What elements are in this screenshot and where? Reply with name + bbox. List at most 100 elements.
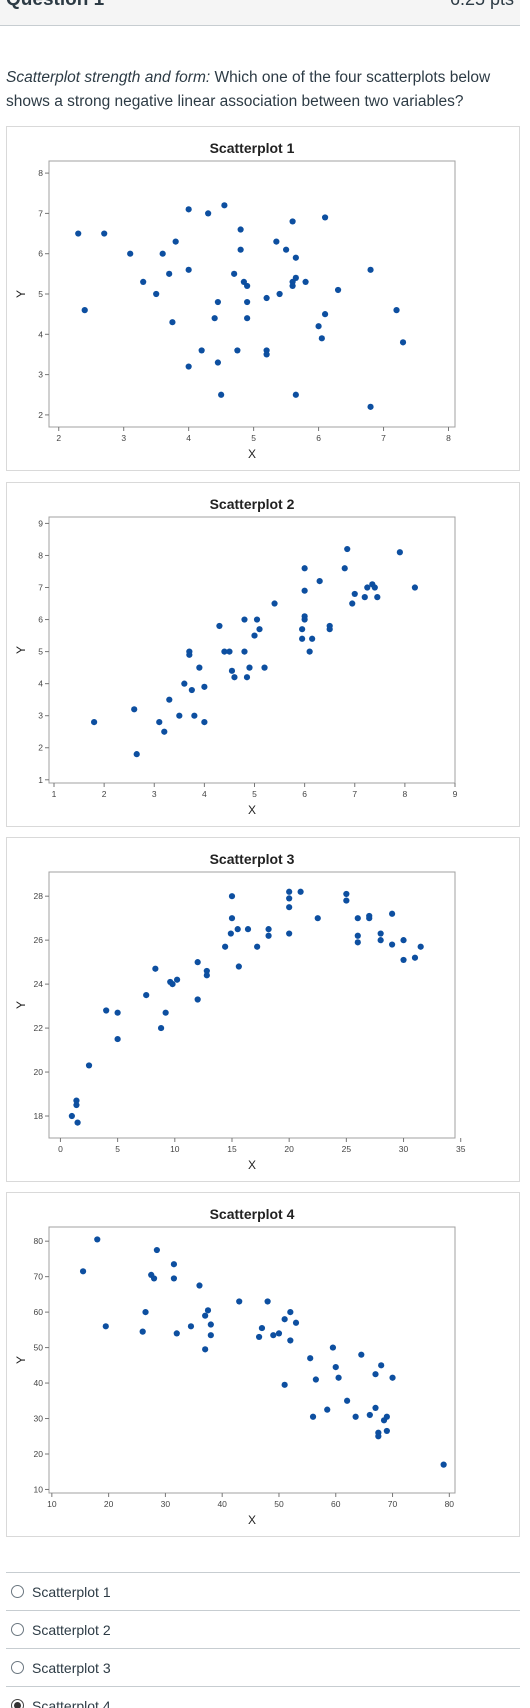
data-point [309, 1413, 317, 1420]
y-tick-label: 4 [38, 329, 43, 339]
data-point [263, 294, 270, 302]
answer-label-4: Scatterplot 4 [32, 1697, 111, 1708]
data-point [216, 622, 223, 630]
data-point [388, 941, 396, 948]
y-tick-label: 50 [34, 1343, 44, 1353]
data-point [228, 667, 236, 674]
data-point [214, 298, 221, 306]
data-point [169, 319, 176, 326]
data-point [152, 965, 159, 972]
scatterplot-4-chart: Scatterplot 4 10 20 30 40 50 60 70 80 10 20 30 40 50 6… [14, 1206, 456, 1527]
data-point [221, 648, 228, 655]
data-point [228, 915, 236, 922]
data-point [234, 926, 241, 933]
data-point [198, 347, 205, 354]
data-point [289, 282, 296, 290]
data-point [324, 1406, 331, 1413]
data-point [196, 1282, 203, 1289]
data-point [234, 347, 241, 354]
scatterplot-4-title: Scatterplot 4 [210, 1206, 295, 1222]
y-tick-label: 70 [34, 1272, 44, 1282]
data-point [150, 1275, 158, 1282]
data-point [287, 1309, 294, 1316]
data-point [166, 696, 173, 703]
data-point [301, 587, 308, 594]
answer-radio-1[interactable] [11, 1585, 24, 1598]
data-point [244, 282, 251, 290]
scatterplot-1-xlabel: X [248, 447, 256, 461]
data-point [170, 1275, 178, 1282]
answer-radio-4[interactable] [11, 1699, 24, 1708]
data-point [286, 895, 293, 902]
y-tick-label: 7 [38, 208, 43, 218]
scatterplot-4-box: Scatterplot 4 10 20 30 40 50 60 70 80 10 20 30 40 50 6… [6, 1192, 520, 1537]
y-tick-label: 26 [34, 935, 44, 945]
data-point [287, 1337, 294, 1344]
scatterplot-2-xlabel: X [248, 803, 256, 817]
data-point [297, 888, 304, 895]
answer-option-2[interactable]: Scatterplot 2 [6, 1610, 520, 1648]
answer-option-3[interactable]: Scatterplot 3 [6, 1648, 520, 1686]
data-point [207, 1321, 214, 1328]
scatterplot-1-chart: Scatterplot 1 2 3 4 5 6 7 8 2 3 4 5 6 7 8 X Y [14, 140, 456, 461]
x-tick-label: 5 [115, 1144, 120, 1154]
data-point [81, 307, 88, 314]
data-point [301, 613, 308, 620]
data-point [275, 1330, 283, 1337]
scatterplot-3-xlabel: X [248, 1158, 256, 1172]
data-point [173, 1330, 180, 1337]
data-point [188, 686, 195, 694]
data-point [191, 712, 198, 719]
data-point [140, 278, 147, 286]
scatterplot-2-chart: Scatterplot 2 1 2 3 4 5 6 7 8 9 1 2 3 4 5 6 7 8 9 X Y [14, 496, 458, 817]
data-point [127, 250, 134, 257]
answer-label-3: Scatterplot 3 [32, 1659, 111, 1676]
y-tick-label: 9 [38, 518, 43, 528]
x-tick-label: 3 [152, 789, 157, 799]
data-point [226, 648, 233, 655]
data-point [343, 890, 350, 898]
answer-radio-3[interactable] [11, 1661, 24, 1674]
data-point [162, 1009, 169, 1016]
data-point [396, 549, 403, 556]
data-point [374, 594, 381, 601]
data-point [75, 230, 82, 237]
y-tick-label: 2 [38, 410, 43, 420]
x-tick-label: 25 [342, 1144, 352, 1154]
question-text: Scatterplot strength and form: Which one… [6, 66, 506, 114]
data-point [352, 1413, 359, 1420]
data-point [318, 335, 325, 342]
data-point [378, 1362, 385, 1369]
question-prompt: Which one of the four scatterplots below… [6, 69, 491, 110]
data-point [281, 1316, 288, 1323]
data-point [243, 674, 251, 681]
data-point [358, 1351, 365, 1358]
data-point [231, 270, 238, 277]
y-tick-label: 1 [38, 775, 43, 785]
answer-radio-2[interactable] [11, 1623, 24, 1636]
data-point [286, 904, 293, 911]
data-point [351, 590, 358, 598]
y-tick-label: 5 [38, 647, 43, 657]
data-point [246, 664, 253, 671]
data-point [237, 246, 244, 253]
data-point [68, 1112, 75, 1120]
data-point [131, 706, 138, 713]
x-tick-label: 10 [170, 1144, 180, 1154]
data-point [241, 616, 248, 623]
data-point [329, 1344, 337, 1351]
data-point [367, 266, 374, 273]
scatterplot-3-box: Scatterplot 3 0 5 10 15 20 25 30 35 18 20 22 24 26 28 X… [6, 837, 520, 1182]
data-point [185, 266, 192, 273]
data-point [283, 246, 290, 253]
y-tick-label: 80 [34, 1236, 44, 1246]
data-point [316, 577, 323, 585]
answer-option-4[interactable]: Scatterplot 4 [6, 1686, 520, 1708]
x-tick-label: 80 [445, 1499, 455, 1509]
data-point [203, 967, 210, 975]
data-point [289, 218, 296, 225]
data-point [344, 1397, 351, 1404]
data-point [366, 915, 373, 922]
y-tick-label: 3 [38, 370, 43, 380]
answer-option-1[interactable]: Scatterplot 1 [6, 1572, 520, 1610]
